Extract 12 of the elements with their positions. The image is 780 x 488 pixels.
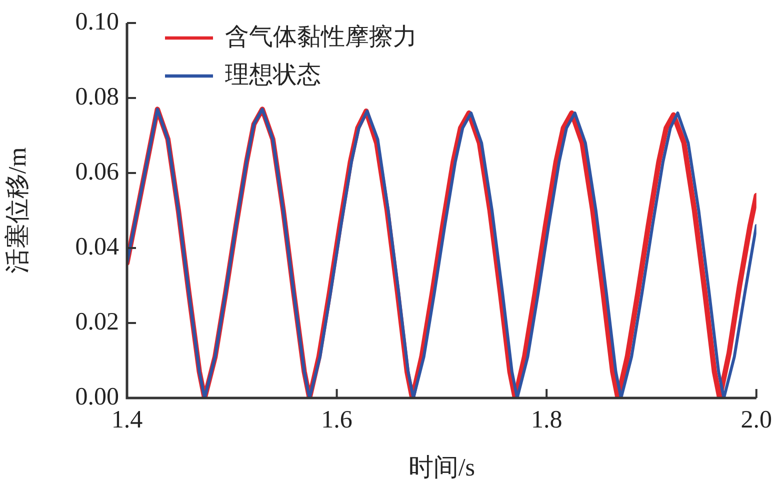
x-tick-label: 1.6	[321, 406, 352, 434]
y-tick-label: 0.06	[75, 158, 119, 186]
y-axis-title: 活塞位移/m	[4, 146, 32, 274]
y-tick-label: 0.08	[75, 84, 119, 111]
legend-label: 理想状态	[225, 62, 321, 88]
legend-label: 含气体黏性摩擦力	[225, 23, 417, 50]
y-tick-label: 0.02	[75, 308, 119, 336]
x-axis-title: 时间/s	[408, 454, 476, 482]
x-tick-label: 1.8	[530, 406, 562, 434]
y-tick-label: 0.10	[75, 8, 119, 36]
y-tick-label: 0.04	[75, 234, 120, 261]
x-tick-label: 2.0	[740, 406, 772, 434]
